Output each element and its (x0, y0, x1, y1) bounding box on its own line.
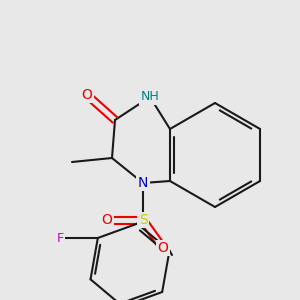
Text: O: O (158, 241, 168, 255)
Text: N: N (138, 176, 148, 190)
Text: F: F (56, 232, 64, 244)
Text: O: O (82, 88, 92, 102)
Text: S: S (139, 213, 147, 227)
Text: O: O (102, 213, 112, 227)
Text: NH: NH (141, 91, 159, 103)
